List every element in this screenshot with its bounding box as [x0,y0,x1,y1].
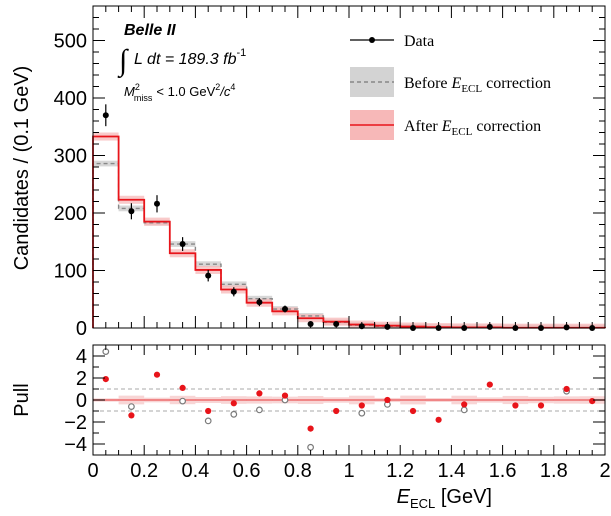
pull-bands [93,395,605,405]
x-tick-label: 1.8 [540,460,568,482]
x-axis-label: EECL [GeV] [397,486,492,511]
pull-point-after [537,402,545,409]
x-tick-label: 0.2 [130,460,158,482]
luminosity-label: L dt = 189.3 fb-1 [134,47,246,68]
pull-uncertainty-band [118,395,145,405]
pull-uncertainty-band [221,396,247,404]
pull-uncertainty-band [528,396,554,404]
pull-y-tick-label: 4 [76,346,87,368]
pull-uncertainty-band [425,398,452,402]
pull-uncertainty-band [502,395,529,405]
main-x-ticks [92,6,606,328]
pull-point-after [205,407,212,415]
pull-point-after [461,401,468,408]
pull-uncertainty-band [451,395,477,405]
data-points [102,104,596,331]
after-correction-histogram [92,135,606,329]
pull-uncertainty-band [144,397,170,403]
pull-point-after [128,412,135,419]
y-tick-label: 200 [54,203,87,225]
x-tick-label: 2 [599,460,610,482]
pull-y-ticks: 420−2−4 [64,344,605,456]
y-tick-label: 0 [76,318,87,340]
data-point [282,306,288,313]
pull-point-before [256,406,263,414]
pull-point-after [512,402,519,409]
before-band-bin [221,281,247,288]
mass-cut-label: M2 miss < 1.0 GeV2/c4 [124,82,235,103]
data-point [102,112,109,119]
x-tick-label: 1 [343,460,354,482]
pull-uncertainty-band [297,395,324,405]
data-point [154,200,160,207]
x-tick-label: 1.4 [437,460,465,482]
pull-x-ticks: 0 0.2 0.4 0.6 0.8 1 1.2 1.4 1.6 1.8 2 [87,345,611,482]
legend-data-marker [369,37,375,43]
y-tick-label: 500 [54,31,87,53]
x-tick-label: 0.6 [233,460,261,482]
mc-histograms [92,135,606,329]
pull-uncertainty-band [323,397,349,403]
pull-uncertainty-band [349,395,375,405]
pull-y-tick-label: 2 [76,368,87,390]
experiment-label: Belle II [124,22,176,39]
pull-point-before [358,409,366,417]
pull-point-after [435,416,442,423]
data-point [128,208,135,215]
pull-point-after [102,376,109,383]
y-tick-label: 100 [54,261,87,283]
main-y-axis-label: Candidates / (0.1 GeV) [11,66,33,271]
pull-point-after [153,371,161,378]
pull-point-after [358,402,365,409]
pull-point-after [409,407,417,415]
pull-points [102,348,596,451]
data-point [256,299,263,306]
pull-point-before [127,403,135,411]
pull-point-after [589,398,596,405]
pull-y-axis-label: Pull [11,383,33,416]
pull-uncertainty-band [93,398,119,402]
pull-point-after [563,385,570,393]
pull-point-before [179,397,187,405]
pull-panel: 420−2−4 0 0.2 0.4 0.6 0.8 1 1.2 1.4 1.6 1.8 2 Pull… [11,344,611,511]
pull-point-before [307,443,315,451]
main-y-ticks: 0 100 200 300 400 500 [54,17,605,340]
pull-y-tick-label: −2 [64,412,87,434]
legend-before-label: Before EECL correction [404,75,551,95]
y-tick-label: 300 [54,146,87,168]
pull-uncertainty-band [195,396,221,404]
x-tick-label: 1.6 [489,460,517,482]
pull-y-tick-label: 0 [76,390,87,412]
pull-uncertainty-band [400,395,426,405]
pull-point-after [230,400,237,407]
pull-point-before [204,417,212,425]
pull-point-after [256,390,263,397]
pull-y-tick-label: −4 [64,434,87,456]
pull-point-after [384,396,391,404]
pull-point-after [333,407,340,415]
x-tick-label: 0.8 [284,460,312,482]
pull-point-after [486,381,493,388]
pull-point-before [460,406,468,414]
legend-data-label: Data [404,33,434,50]
integral-sign: ∫ [117,44,129,79]
legend: Data Before EECL correction After EECL c… [350,33,551,140]
pull-uncertainty-band [246,396,273,404]
legend-after-label: After EECL correction [404,118,541,138]
y-tick-label: 400 [54,88,87,110]
data-point [205,272,212,279]
pull-point-before [230,410,238,418]
data-point [179,241,186,248]
x-tick-label: 1.2 [386,460,414,482]
data-point [230,288,237,295]
x-tick-label: 0.4 [181,460,209,482]
x-tick-label: 0 [87,460,98,482]
pull-uncertainty-band [553,396,580,404]
pull-uncertainty-band [477,397,503,403]
pull-point-after [179,384,186,391]
pull-point-after [281,392,289,399]
pull-point-after [307,425,314,432]
